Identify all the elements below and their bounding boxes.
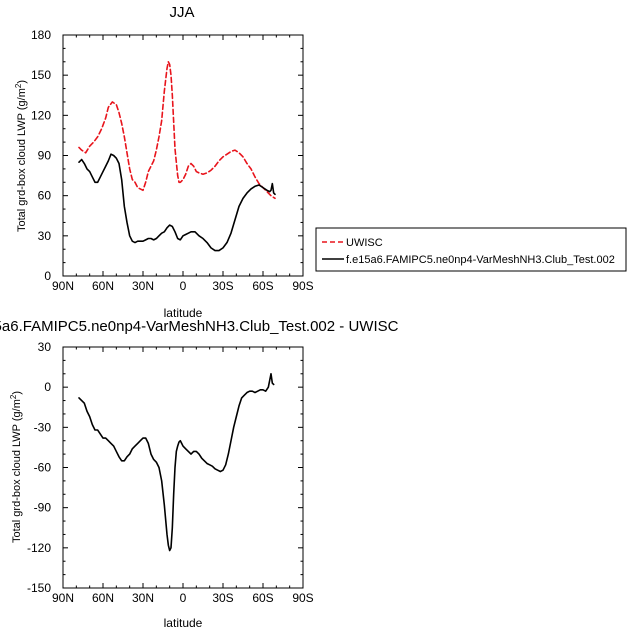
bottom-x-tick-label: 90N [52,591,74,605]
legend: UWISC f.e15a6.FAMIPC5.ne0np4-VarMeshNH3.… [315,227,627,272]
top-y-tick-label: 120 [31,108,51,122]
bottom-plot-frame [62,346,304,589]
top-x-axis-label: latitude [164,306,203,320]
legend-label-model: f.e15a6.FAMIPC5.ne0np4-VarMeshNH3.Club_T… [346,254,615,266]
bottom-panel: 5a6.FAMIPC5.ne0np4-VarMeshNH3.Club_Test.… [0,318,399,630]
top-x-tick-label: 30N [132,279,154,293]
top-y-tick-label: 180 [31,28,51,42]
top-tick-labels: 90N 60N 30N 0 30S 60S 90S 0 30 60 90 120 150 180 [31,28,314,293]
bottom-x-tick-label: 90S [292,591,313,605]
bottom-y-tick-label: 30 [38,340,52,354]
bottom-x-tick-label: 0 [180,591,187,605]
top-y-tick-label: 150 [31,68,51,82]
top-series-layer [78,60,276,252]
top-ticks [62,34,304,277]
bottom-series-line-0 [78,372,275,552]
bottom-y-tick-label: -150 [27,581,51,595]
bottom-x-tick-label: 30N [132,591,154,605]
bottom-y-tick-label: -30 [34,420,52,434]
bottom-x-tick-label: 30S [212,591,233,605]
top-x-tick-label: 60S [252,279,273,293]
bottom-y-tick-label: -60 [34,461,52,475]
top-x-tick-label: 30S [212,279,233,293]
top-y-tick-label: 90 [38,149,52,163]
top-y-tick-label: 0 [44,269,51,283]
top-x-tick-label: 60N [92,279,114,293]
bottom-y-tick-label: 0 [44,380,51,394]
top-title: JJA [169,4,194,21]
top-y-tick-label: 30 [38,229,52,243]
bottom-series-layer [78,372,275,552]
bottom-ticks [62,346,304,589]
bottom-x-axis-label: latitude [164,616,203,630]
top-x-tick-label: 0 [180,279,187,293]
bottom-tick-labels: 90N 60N 30N 0 30S 60S 90S -150 -120 -90 -60 -30 0 30 [27,340,314,605]
top-x-tick-label: 90S [292,279,313,293]
top-series-line-0 [78,60,276,200]
top-plot-frame [62,34,304,277]
bottom-x-tick-label: 60S [252,591,273,605]
top-y-tick-label: 60 [38,189,52,203]
top-panel: JJA 90N 60N 30N 0 30S 60S 90S0306090120150180 … [14,4,314,320]
top-series-line-1 [78,153,276,252]
top-y-axis-label: Total grd-box cloud LWP (g/m2) [14,80,28,232]
bottom-y-tick-label: -120 [27,541,51,555]
top-x-tick-label: 90N [52,279,74,293]
bottom-x-tick-label: 60N [92,591,114,605]
legend-box [315,227,627,272]
bottom-y-axis-label: Total grd-box cloud LWP (g/m2) [9,391,23,543]
bottom-title: 5a6.FAMIPC5.ne0np4-VarMeshNH3.Club_Test.… [0,318,399,335]
bottom-y-tick-label: -90 [34,501,52,515]
legend-label-uwisc: UWISC [346,237,383,249]
